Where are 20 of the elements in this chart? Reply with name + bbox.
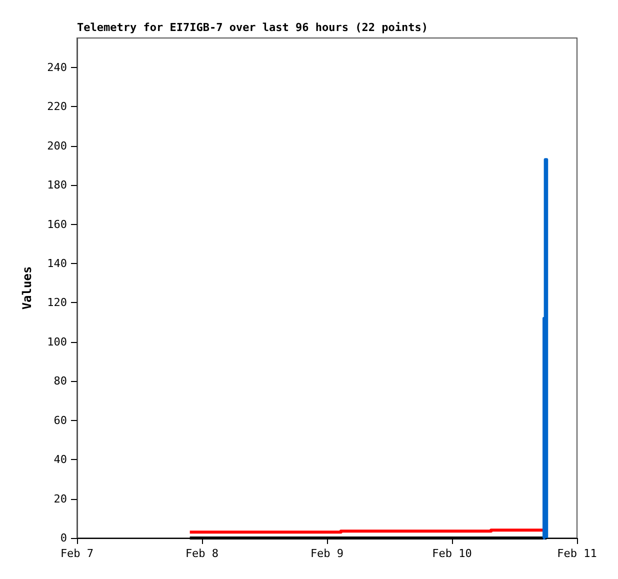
y-tick-label: 60 xyxy=(54,414,67,427)
y-tick-label: 200 xyxy=(47,139,67,152)
y-tick-label: 0 xyxy=(60,532,67,544)
y-tick-label: 240 xyxy=(47,60,67,74)
y-tick-label: 40 xyxy=(54,453,67,466)
x-tick-label: Feb 9 xyxy=(310,547,344,560)
x-tick-label: Feb 10 xyxy=(432,547,472,560)
chart-title: Telemetry for EI7IGB-7 over last 96 hours (22 points) xyxy=(77,21,428,34)
x-tick-label: Feb 7 xyxy=(60,547,94,560)
y-axis-title: Values xyxy=(20,266,34,310)
y-tick-label: 140 xyxy=(47,256,67,270)
x-tick-label: Feb 8 xyxy=(185,547,219,560)
x-tick-label: Feb 11 xyxy=(557,547,597,560)
y-tick-label: 20 xyxy=(54,492,67,506)
y-tick-label: 80 xyxy=(54,374,67,388)
y-tick-label: 120 xyxy=(47,296,67,310)
y-tick-label: 160 xyxy=(47,218,67,231)
y-tick-label: 180 xyxy=(47,178,67,192)
y-tick-label: 100 xyxy=(47,335,67,348)
y-tick-label: 220 xyxy=(47,100,67,114)
